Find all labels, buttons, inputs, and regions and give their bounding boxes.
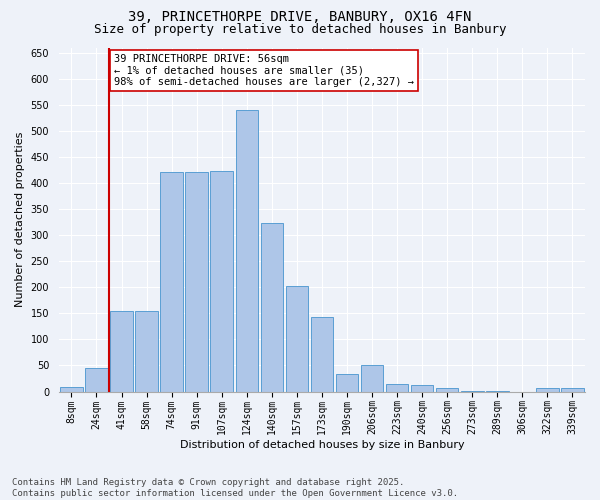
Bar bbox=[136, 311, 158, 392]
Bar bbox=[436, 388, 458, 392]
Text: Size of property relative to detached houses in Banbury: Size of property relative to detached ho… bbox=[94, 22, 506, 36]
Bar bbox=[386, 384, 409, 392]
Bar bbox=[85, 368, 108, 392]
Text: 39 PRINCETHORPE DRIVE: 56sqm
← 1% of detached houses are smaller (35)
98% of sem: 39 PRINCETHORPE DRIVE: 56sqm ← 1% of det… bbox=[114, 54, 414, 87]
Bar bbox=[411, 386, 433, 392]
Text: Contains HM Land Registry data © Crown copyright and database right 2025.
Contai: Contains HM Land Registry data © Crown c… bbox=[12, 478, 458, 498]
Bar bbox=[110, 311, 133, 392]
Y-axis label: Number of detached properties: Number of detached properties bbox=[15, 132, 25, 307]
Bar bbox=[211, 170, 233, 392]
X-axis label: Distribution of detached houses by size in Banbury: Distribution of detached houses by size … bbox=[179, 440, 464, 450]
Bar bbox=[185, 172, 208, 392]
Bar bbox=[160, 172, 183, 392]
Bar bbox=[486, 391, 509, 392]
Bar bbox=[311, 317, 333, 392]
Bar bbox=[286, 286, 308, 392]
Bar bbox=[361, 366, 383, 392]
Bar bbox=[236, 110, 258, 392]
Text: 39, PRINCETHORPE DRIVE, BANBURY, OX16 4FN: 39, PRINCETHORPE DRIVE, BANBURY, OX16 4F… bbox=[128, 10, 472, 24]
Bar bbox=[536, 388, 559, 392]
Bar bbox=[461, 390, 484, 392]
Bar bbox=[336, 374, 358, 392]
Bar bbox=[260, 223, 283, 392]
Bar bbox=[60, 388, 83, 392]
Bar bbox=[561, 388, 584, 392]
